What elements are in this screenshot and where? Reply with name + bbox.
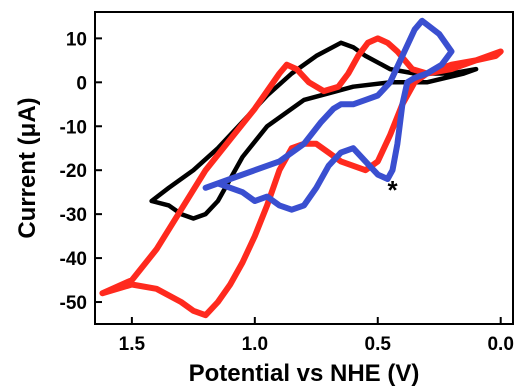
x-tick-label: 1.5 (119, 334, 146, 355)
y-axis: 10 0 -10 -20 -30 -40 -50 (60, 29, 102, 314)
y-tick-label: -10 (60, 117, 87, 138)
y-tick-label: -50 (60, 293, 87, 314)
series-line-1 (99, 35, 504, 319)
y-tick-label: -40 (60, 249, 87, 270)
plot-frame (94, 11, 514, 325)
y-axis-title: Current (μA) (14, 97, 41, 238)
curves-layer (99, 17, 504, 319)
y-tick-label: 10 (66, 29, 87, 50)
x-tick-label: 0.5 (365, 334, 392, 355)
series-line-2 (202, 17, 455, 213)
x-tick-label: 1.0 (242, 334, 268, 355)
x-axis-title: Potential vs NHE (V) (189, 360, 420, 387)
y-tick-label: 0 (76, 73, 87, 94)
x-axis: 1.5 1.0 0.5 0.0 (119, 317, 514, 355)
x-tick-label: 0.0 (487, 334, 513, 355)
y-tick-label: -20 (60, 161, 87, 182)
peak-annotation-asterisk: * (387, 175, 398, 205)
y-tick-label: -30 (60, 205, 87, 226)
